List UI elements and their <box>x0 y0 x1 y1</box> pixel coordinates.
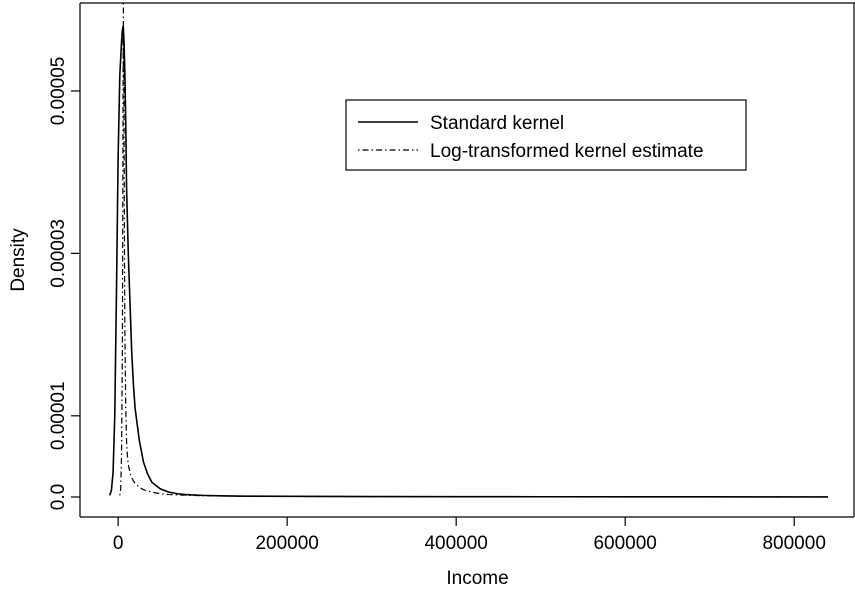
y-tick-label: 0.00001 <box>48 381 69 450</box>
x-axis-title: Income <box>446 568 508 589</box>
series-line-standard-kernel <box>108 25 828 498</box>
y-tick-label: 0.00003 <box>48 219 69 288</box>
series-line-log-kernel <box>119 25 828 498</box>
y-tick-label: 0.0 <box>48 484 69 510</box>
x-tick-label: 600000 <box>593 533 656 554</box>
y-tick-label: 0.00005 <box>48 57 69 126</box>
x-tick-label: 200000 <box>255 533 318 554</box>
y-axis: 0.0 0.00001 0.00003 0.00005 <box>48 57 80 510</box>
series-layer <box>108 3 828 498</box>
legend-label-log-kernel: Log-transformed kernel estimate <box>430 141 704 162</box>
plot-frame <box>79 2 855 518</box>
x-tick-label: 400000 <box>424 533 487 554</box>
y-axis-title: Density <box>8 228 29 292</box>
legend-label-standard-kernel: Standard kernel <box>430 113 564 134</box>
x-axis: 0 200000 400000 600000 800000 <box>113 517 826 554</box>
x-tick-label: 0 <box>113 533 124 554</box>
legend: Standard kernel Log-transformed kernel es… <box>345 99 747 171</box>
legend-box <box>345 99 747 171</box>
x-tick-label: 800000 <box>762 533 825 554</box>
